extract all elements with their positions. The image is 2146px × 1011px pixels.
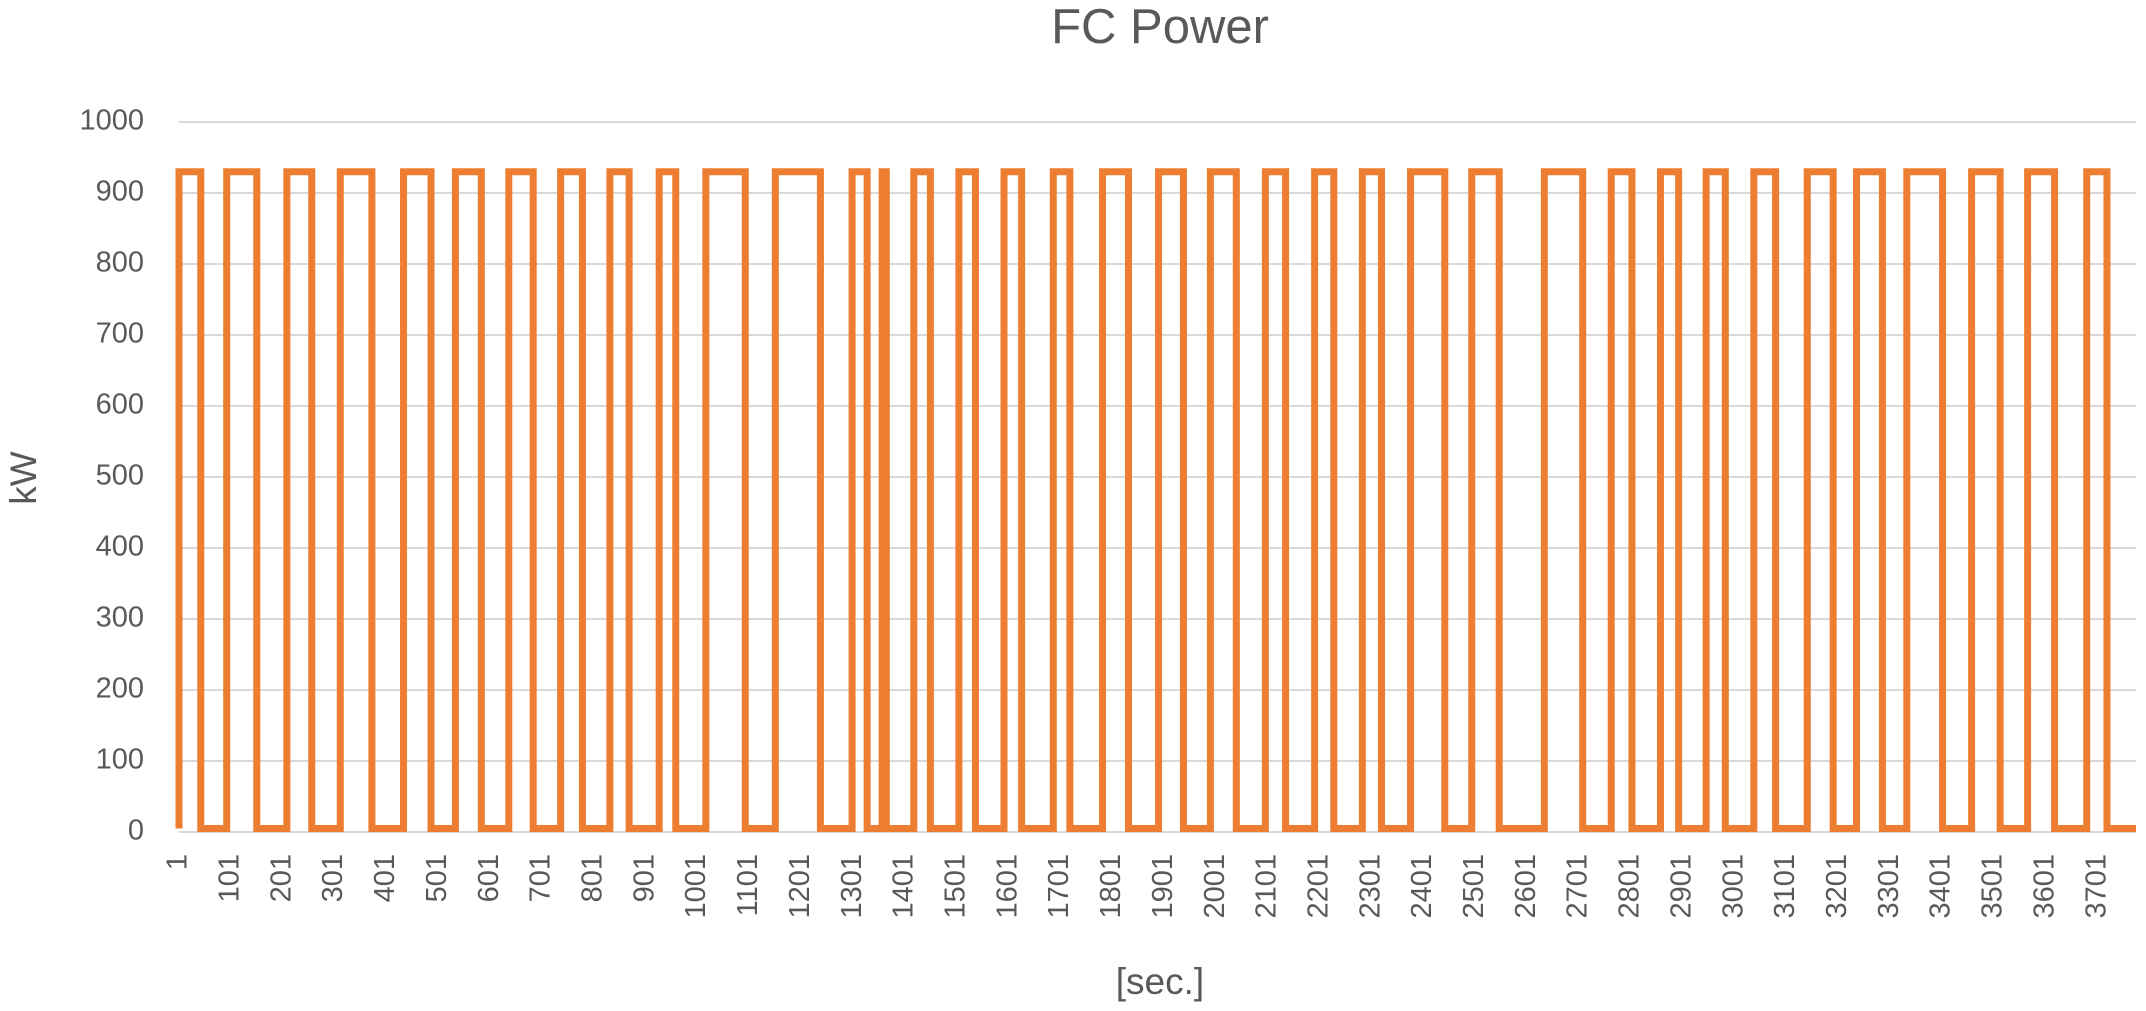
x-tick-label: 2501 <box>1458 854 1490 919</box>
chart-title: FC Power <box>1051 0 1269 54</box>
x-tick-label: 2401 <box>1406 854 1438 919</box>
y-tick-label: 800 <box>96 247 144 279</box>
y-tick-label: 300 <box>96 602 144 634</box>
x-tick-label: 3401 <box>1925 854 1957 919</box>
x-tick-label: 3201 <box>1821 854 1853 919</box>
x-tick-label: 501 <box>421 854 453 902</box>
y-tick-label: 0 <box>128 815 144 847</box>
x-tick-label: 401 <box>369 854 401 902</box>
x-tick-label: 1101 <box>732 854 764 916</box>
x-tick-label: 1701 <box>1043 854 1075 919</box>
x-tick-label: 901 <box>628 854 660 902</box>
x-tick-label: 2201 <box>1302 854 1334 919</box>
x-tick-label: 3601 <box>2028 854 2060 919</box>
x-tick-label: 1 <box>162 854 194 870</box>
x-tick-label: 201 <box>265 854 297 902</box>
x-tick-label: 3101 <box>1769 854 1801 919</box>
x-tick-label: 3301 <box>1873 854 1905 919</box>
x-axis-title: [sec.] <box>1116 961 1204 1002</box>
x-tick-label: 2901 <box>1665 854 1697 919</box>
y-tick-label: 100 <box>96 744 144 776</box>
x-tick-label: 301 <box>317 854 349 902</box>
y-axis-title: kW <box>3 451 44 505</box>
x-tick-label: 1001 <box>680 854 712 919</box>
x-tick-label: 2601 <box>1510 854 1542 919</box>
y-tick-label: 500 <box>96 460 144 492</box>
x-tick-label: 1601 <box>991 854 1023 919</box>
x-tick-label: 3001 <box>1717 854 1749 919</box>
x-tick-label: 2101 <box>1251 854 1283 919</box>
x-tick-label: 2001 <box>1199 854 1231 919</box>
y-tick-label: 700 <box>96 318 144 350</box>
x-tick-label: 2301 <box>1354 854 1386 919</box>
y-tick-label: 1000 <box>79 105 144 137</box>
x-tick-label: 801 <box>576 854 608 902</box>
x-tick-label: 1801 <box>1095 854 1127 919</box>
x-tick-label: 601 <box>473 854 505 902</box>
x-tick-label: 101 <box>214 854 246 902</box>
y-tick-label: 600 <box>96 389 144 421</box>
y-tick-label: 400 <box>96 531 144 563</box>
data-line <box>175 168 2136 832</box>
x-tick-label: 2801 <box>1614 854 1646 919</box>
y-tick-label: 900 <box>96 176 144 208</box>
x-tick-label: 701 <box>525 854 557 902</box>
x-tick-label: 3501 <box>1977 854 2009 919</box>
x-tick-label: 2701 <box>1562 854 1594 919</box>
x-tick-label: 1301 <box>836 854 868 919</box>
y-tick-label: 200 <box>96 673 144 705</box>
x-tick-label: 3701 <box>2080 854 2112 919</box>
x-tick-label: 1401 <box>888 854 920 919</box>
x-tick-label: 1901 <box>1147 854 1179 919</box>
x-tick-label: 1501 <box>939 854 971 919</box>
x-tick-label: 1201 <box>784 854 816 919</box>
